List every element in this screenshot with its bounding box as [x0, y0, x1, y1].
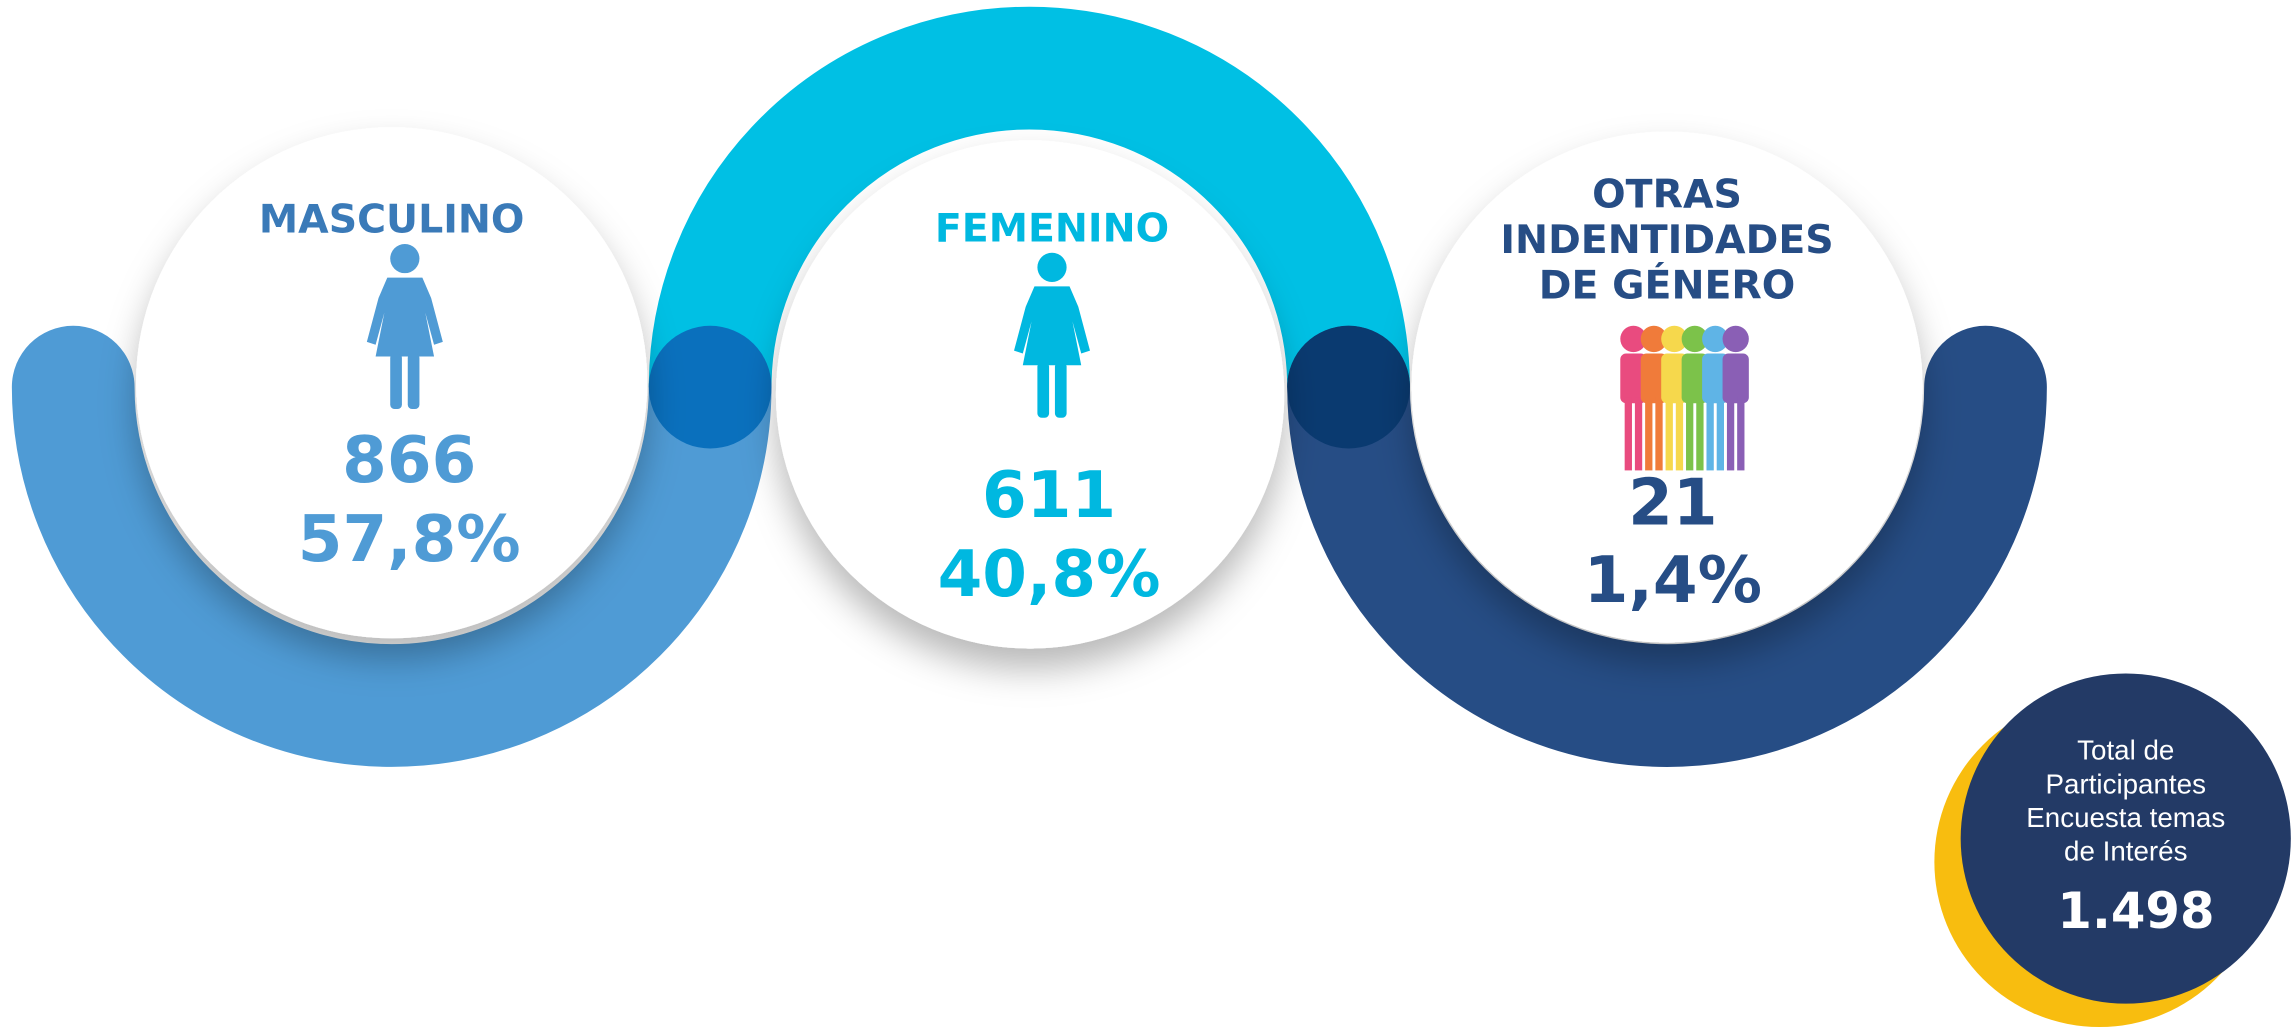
circle: [775, 140, 1285, 649]
item-percent: 40,8%: [938, 537, 1161, 612]
item-title: OTRAS: [1592, 172, 1742, 218]
badge: [1960, 673, 2291, 1004]
item-percent: 57,8%: [298, 502, 521, 577]
arc-masculino: [11, 325, 772, 767]
total-label: Participantes: [2046, 768, 2206, 799]
arc-otras: [1287, 325, 2047, 767]
total-label: Encuesta temas: [2026, 802, 2225, 833]
item-count: 866: [342, 423, 476, 498]
total-label: de Interés: [2064, 835, 2187, 866]
joint: [648, 325, 772, 449]
item-title: MASCULINO: [259, 197, 524, 243]
joint: [1287, 325, 1410, 449]
total-value: 1.498: [2057, 882, 2214, 940]
item-percent: 1,4%: [1584, 543, 1762, 618]
total-label: Total de: [2077, 735, 2174, 766]
item-title: INDENTIDADES: [1500, 217, 1833, 263]
item-title: DE GÉNERO: [1539, 261, 1796, 308]
item-title: FEMENINO: [935, 205, 1169, 251]
arc-femenino: [648, 6, 1410, 388]
item-count: 21: [1628, 465, 1717, 540]
item-count: 611: [982, 458, 1116, 533]
